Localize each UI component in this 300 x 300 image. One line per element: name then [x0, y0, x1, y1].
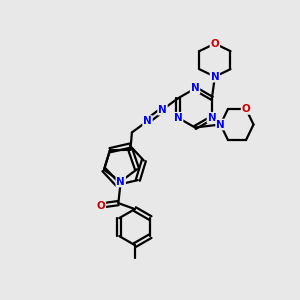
Text: N: N	[158, 105, 167, 115]
Text: N: N	[211, 72, 219, 82]
Text: N: N	[208, 113, 216, 123]
Text: O: O	[242, 104, 250, 114]
Text: N: N	[143, 116, 152, 126]
Text: N: N	[190, 83, 200, 94]
Text: N: N	[174, 113, 182, 123]
Text: O: O	[211, 39, 219, 49]
Text: O: O	[97, 200, 105, 211]
Text: N: N	[116, 176, 125, 187]
Text: N: N	[216, 119, 225, 130]
